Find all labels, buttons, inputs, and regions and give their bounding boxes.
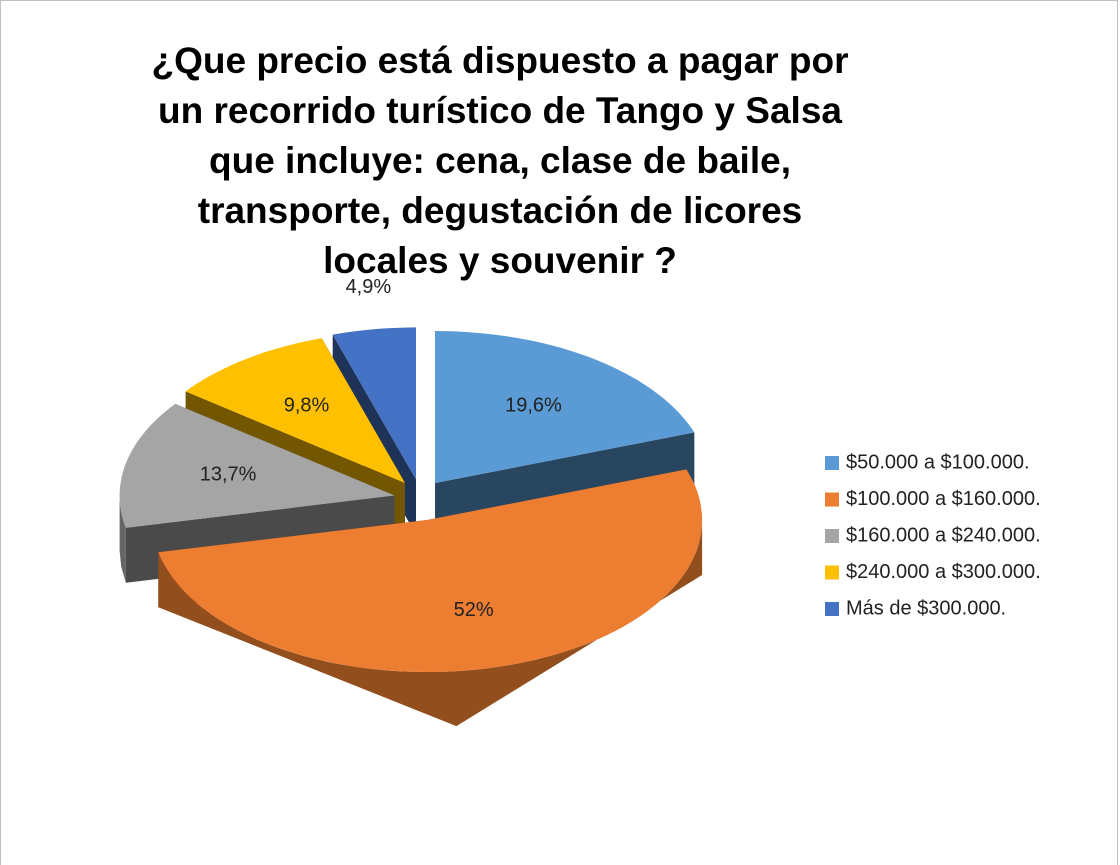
- slice-side: [158, 520, 703, 727]
- data-label: 9,8%: [284, 394, 330, 416]
- legend-swatch: [825, 529, 839, 543]
- data-label: 4,9%: [346, 276, 392, 298]
- legend-label: $50.000 a $100.000.: [846, 451, 1030, 473]
- legend-swatch: [825, 565, 839, 580]
- data-label: 52%: [454, 599, 494, 621]
- slice-side: [119, 495, 126, 583]
- legend-label: Más de $300.000.: [846, 597, 1006, 619]
- chart-title: ¿Que precio está dispuesto a pagar por u…: [151, 40, 849, 281]
- legend-label: $160.000 a $240.000.: [846, 524, 1041, 546]
- legend-label: $100.000 a $160.000.: [846, 488, 1041, 510]
- pie-slice: [158, 469, 703, 672]
- legend-swatch: [825, 602, 839, 616]
- legend-label: $240.000 a $300.000.: [846, 561, 1041, 583]
- data-label: 13,7%: [200, 464, 257, 486]
- legend-swatch: [825, 492, 839, 507]
- pie-slice: [185, 338, 405, 484]
- data-label: 19,6%: [505, 394, 562, 416]
- pie-slice: [119, 403, 395, 528]
- pie-slice: [435, 331, 695, 484]
- pie-slice: [332, 327, 417, 480]
- legend-swatch: [825, 456, 839, 470]
